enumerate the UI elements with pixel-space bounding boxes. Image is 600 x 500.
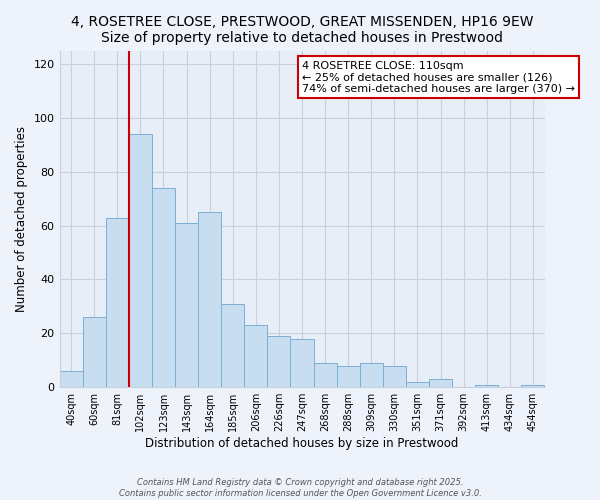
Bar [59, 371, 83, 387]
Bar [198, 212, 221, 387]
Bar [106, 218, 129, 387]
Y-axis label: Number of detached properties: Number of detached properties [15, 126, 28, 312]
Bar [221, 304, 244, 387]
Title: 4, ROSETREE CLOSE, PRESTWOOD, GREAT MISSENDEN, HP16 9EW
Size of property relativ: 4, ROSETREE CLOSE, PRESTWOOD, GREAT MISS… [71, 15, 533, 45]
Bar [244, 326, 268, 387]
Text: 4 ROSETREE CLOSE: 110sqm
← 25% of detached houses are smaller (126)
74% of semi-: 4 ROSETREE CLOSE: 110sqm ← 25% of detach… [302, 60, 575, 94]
Bar [268, 336, 290, 387]
Bar [83, 317, 106, 387]
Bar [406, 382, 429, 387]
Bar [129, 134, 152, 387]
Bar [521, 384, 544, 387]
X-axis label: Distribution of detached houses by size in Prestwood: Distribution of detached houses by size … [145, 437, 459, 450]
Bar [314, 363, 337, 387]
Bar [475, 384, 499, 387]
Bar [175, 223, 198, 387]
Bar [360, 363, 383, 387]
Bar [429, 379, 452, 387]
Bar [383, 366, 406, 387]
Text: Contains HM Land Registry data © Crown copyright and database right 2025.
Contai: Contains HM Land Registry data © Crown c… [119, 478, 481, 498]
Bar [290, 338, 314, 387]
Bar [337, 366, 360, 387]
Bar [152, 188, 175, 387]
